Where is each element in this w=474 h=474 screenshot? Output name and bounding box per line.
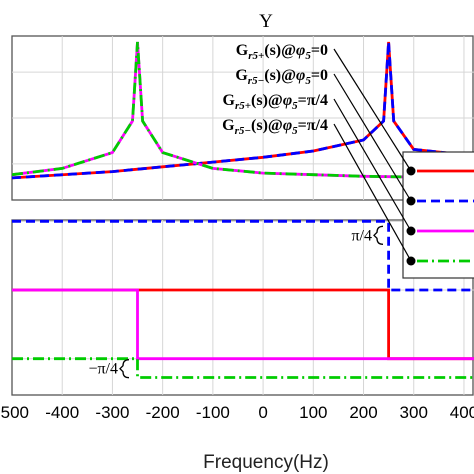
x-axis-label: Frequency(Hz): [203, 452, 329, 473]
chart-title: Y: [259, 11, 273, 32]
magnitude-panel: [11, 35, 474, 201]
phase-annotation-1: −π/4: [88, 361, 118, 378]
legend: Gr5+(s)@φ5=0 Gr5−(s)@φ5=0 Gr5+(s)@φ5=π/4 Gr…: [222, 42, 474, 279]
phase-annotations: π/4 −π/4: [88, 225, 384, 379]
x-tick-label-3: -200: [146, 403, 180, 422]
x-tick-label-6: 100: [299, 403, 327, 422]
legend-label-0: Gr5+(s)@φ5=0: [236, 42, 328, 62]
x-tick-label-9: 400: [450, 403, 474, 422]
legend-arrow-2: [333, 98, 412, 232]
legend-label-2: Gr5+(s)@φ5=π/4: [223, 92, 328, 112]
legend-arrow-0: [333, 48, 412, 172]
legend-arrow-3: [333, 123, 412, 262]
x-tick-label-8: 300: [400, 403, 428, 422]
x-tick-label-5: 0: [258, 403, 267, 422]
phase-series-3: [12, 357, 474, 379]
legend-label-1: Gr5−(s)@φ5=0: [235, 67, 328, 87]
x-tick-label-0: -500: [0, 403, 29, 422]
x-tick-label-4: -100: [196, 403, 230, 422]
legend-arrow-1: [333, 73, 412, 202]
phase-frame: [11, 219, 474, 396]
magnitude-series-1: [11, 41, 474, 180]
phase-annotation-0: π/4: [351, 227, 372, 244]
phase-series-1: [12, 219, 474, 292]
x-tick-label-2: -300: [95, 403, 129, 422]
x-tick-label-7: 200: [349, 403, 377, 422]
phase-annotation-brace-1: [119, 359, 130, 379]
magnitude-series-3: [11, 41, 474, 180]
x-tick-labels: -500 -400 -300 -200 -100 0 100 200 300 400: [0, 403, 474, 422]
phase-panel: [11, 219, 474, 396]
legend-label-3: Gr5−(s)@φ5=π/4: [222, 117, 328, 137]
x-tick-label-1: -400: [45, 403, 79, 422]
phase-series-2: [12, 288, 474, 361]
phase-annotation-brace-0: [373, 225, 384, 245]
